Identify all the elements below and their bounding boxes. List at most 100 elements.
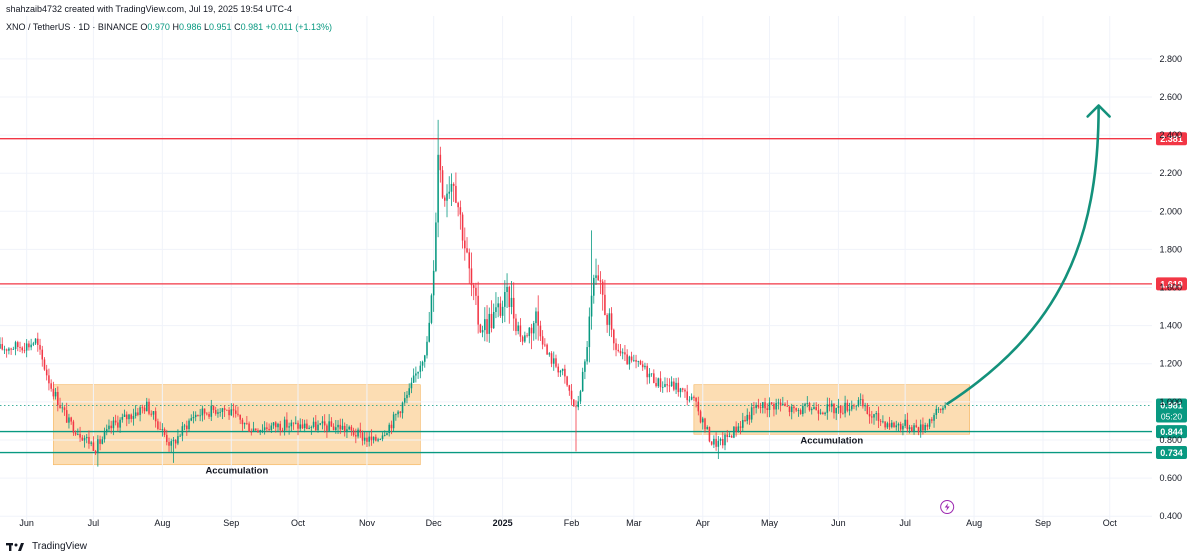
candle-body	[355, 435, 357, 437]
candle-body	[822, 412, 824, 415]
candle-body	[779, 402, 782, 405]
y-tick-label: 1.600	[1159, 283, 1182, 293]
candle-body	[819, 412, 822, 414]
candle-body	[348, 426, 350, 430]
x-tick-label: Aug	[966, 518, 982, 528]
zone-label: Accumulation	[800, 435, 863, 446]
candle-body	[666, 384, 668, 386]
candle-body	[43, 359, 46, 370]
candle-body	[150, 413, 153, 415]
candle-body	[621, 352, 624, 354]
y-tick-label: 2.800	[1159, 54, 1182, 64]
high-value: 0.986	[178, 22, 202, 32]
y-tick-label: 1.400	[1159, 321, 1182, 331]
candle-body	[125, 414, 128, 420]
candle-body	[684, 389, 686, 392]
candle-body	[228, 410, 230, 416]
candle-body	[303, 423, 306, 429]
candle-body	[888, 423, 891, 428]
candle-body	[315, 421, 317, 431]
candle-body	[99, 439, 101, 444]
candle-body	[868, 413, 871, 417]
candle-body	[17, 342, 19, 348]
candle-body	[350, 426, 353, 431]
candle-body	[237, 413, 239, 415]
candle-body	[808, 402, 811, 411]
candle-body	[375, 436, 377, 441]
grid	[0, 16, 1152, 520]
candle-body	[604, 294, 606, 315]
candle-body	[32, 343, 35, 345]
candle-body	[793, 406, 795, 409]
candle-body	[181, 426, 184, 436]
candle-body	[161, 429, 164, 430]
candle-body	[504, 292, 506, 307]
close-label: C	[234, 22, 241, 32]
candle-body	[444, 197, 446, 201]
candle-body	[83, 438, 86, 441]
candle-body	[105, 429, 108, 433]
candle-body	[432, 270, 435, 296]
candle-body	[226, 409, 228, 411]
candle-body	[470, 268, 473, 286]
candle-body	[23, 350, 26, 352]
candle-body	[419, 365, 422, 372]
candle-body	[928, 419, 931, 427]
candle-body	[919, 424, 922, 433]
candle-body	[341, 425, 344, 430]
candle-body	[670, 381, 673, 387]
candle-body	[764, 402, 766, 409]
candle-body	[717, 440, 720, 447]
candle-body	[848, 409, 851, 411]
curved-arrow-icon	[946, 105, 1100, 406]
candle-body	[243, 423, 246, 425]
candle-body	[170, 441, 173, 446]
candle-body	[824, 412, 826, 415]
candle-body	[361, 432, 364, 441]
candle-body	[606, 314, 608, 325]
candle-body	[390, 424, 393, 429]
candle-body	[639, 360, 642, 365]
candle-body	[352, 430, 355, 436]
candle-body	[817, 410, 820, 414]
candle-body	[108, 425, 110, 430]
candle-body	[121, 416, 124, 420]
candle-body	[895, 425, 898, 428]
candle-body	[690, 396, 693, 400]
candle-body	[252, 428, 255, 432]
candle-body	[564, 368, 566, 377]
time-axis[interactable]: Jun Jul Aug Sep Oct Nov Dec 2025 Feb Mar Apr May Jun…	[19, 518, 1117, 528]
candle-body	[25, 343, 28, 351]
candle-body	[686, 391, 688, 401]
candle-body	[495, 307, 497, 312]
candle-body	[92, 442, 95, 451]
candle-body	[103, 432, 106, 440]
candle-body	[559, 370, 562, 373]
candle-body	[335, 427, 337, 431]
candle-body	[421, 361, 424, 366]
candle-body	[134, 412, 137, 416]
candle-body	[828, 404, 831, 407]
candle-body	[10, 348, 12, 350]
candle-body	[931, 419, 933, 421]
candle-body	[39, 344, 41, 350]
candle-body	[359, 429, 362, 433]
candle-body	[63, 407, 66, 411]
candle-body	[159, 428, 161, 430]
candle-body	[301, 424, 304, 429]
candle-body	[744, 419, 746, 422]
candle-body	[659, 378, 662, 388]
candle-body	[37, 338, 39, 345]
candle-body	[174, 439, 177, 444]
candle-body	[581, 371, 584, 392]
candle-body	[710, 441, 713, 445]
candle-body	[172, 439, 175, 442]
footer-brand[interactable]: TradingView	[6, 541, 87, 552]
candle-body	[746, 414, 749, 422]
candle-body	[270, 425, 273, 430]
candle-body	[332, 426, 335, 431]
candle-body	[757, 405, 760, 408]
candle-body	[428, 322, 430, 342]
